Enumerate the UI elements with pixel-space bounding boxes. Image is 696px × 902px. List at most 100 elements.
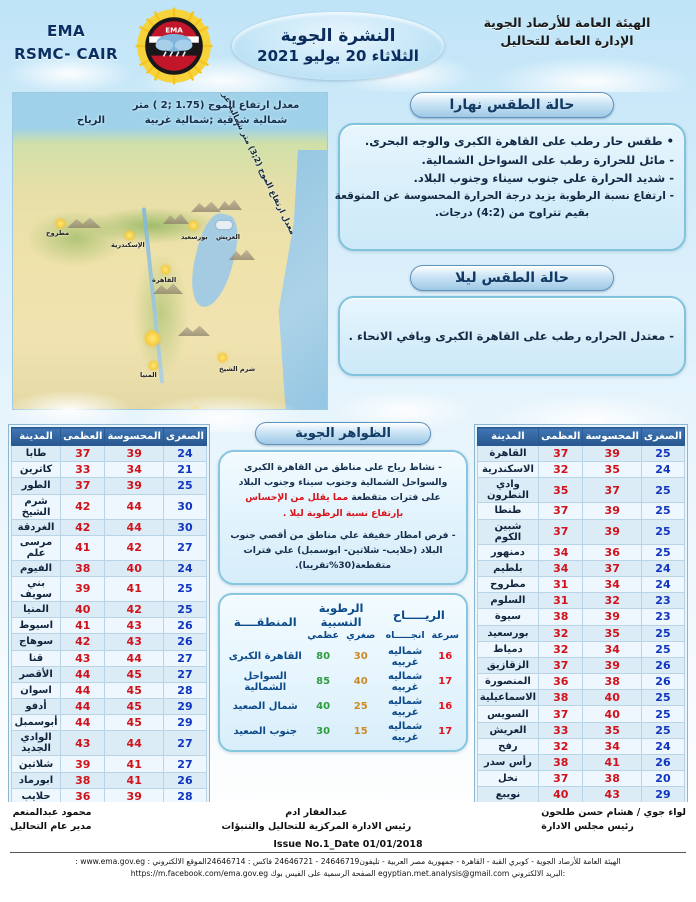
cell-city: شلاتين: [10, 755, 62, 773]
map-nile-river: [141, 207, 165, 384]
table-row: 25 39 37 القاهرة: [476, 444, 686, 463]
cell-city: قنا: [10, 649, 62, 667]
temperature-table-right: الصغرى المحسوسة العظمى المدينة 25 39 37 الق…: [474, 424, 688, 807]
table-row: 26 43 41 اسيوط: [10, 617, 208, 635]
table-header-row: الصغرى المحسوسة العظمى المدينة: [476, 427, 686, 446]
table-header-row: الصغرى المحسوسة العظمى المدينة: [10, 427, 208, 446]
cell-felt: 37: [582, 559, 642, 577]
map-city-arish: العريش: [216, 233, 241, 241]
cell-max: 40: [538, 786, 584, 804]
col-hum-max: عظمي: [307, 630, 339, 642]
ema-logo-icon: EMA: [134, 6, 214, 86]
cell-min: 25: [640, 640, 686, 658]
cell-city: العريش: [476, 721, 540, 739]
cell-city: بلطيم: [476, 559, 540, 577]
cell-max: 39: [60, 575, 106, 602]
cell-min: 27: [162, 534, 208, 561]
table-row: 27 45 44 الأقصر: [10, 665, 208, 683]
map-city-portsaid: بورسعيد: [181, 233, 208, 241]
cell-region: القاهرة الكبرى: [228, 651, 302, 663]
cell-city: الغردقة: [10, 518, 62, 536]
cell-city: ابورماد: [10, 771, 62, 789]
issue-number: Issue No.1_Date 01/01/2018: [273, 838, 423, 850]
col-felt: المحسوسة: [104, 427, 164, 446]
footer-divider: [10, 851, 686, 853]
night-weather-list: - معتدل الحراره رطب على القاهرة الكبرى و…: [349, 327, 674, 346]
night-weather-header: حالة الطقس ليلا: [410, 265, 614, 291]
cell-felt: 44: [104, 518, 164, 536]
table-row: 20 38 37 نخل: [476, 770, 686, 788]
cell-city: الاسكندرية: [476, 461, 540, 479]
cell-felt: 39: [582, 656, 642, 675]
cell-felt: 45: [104, 681, 164, 700]
cell-felt: 34: [582, 737, 642, 756]
cell-felt: 38: [582, 673, 642, 691]
ema-rsmc-label: EMA RSMC- CAIR: [0, 20, 132, 65]
table-row: 29 45 44 أدفو: [10, 698, 208, 716]
cell-max: 37: [538, 444, 584, 463]
table-row: 17 شماليه غربيه 15 30 جنوب الصعيد: [227, 719, 459, 744]
cell-city: المنصورة: [476, 673, 540, 691]
cell-felt: 35: [582, 461, 642, 479]
map-wind-direction-text: شمالية شرقية ;شمالية غربية: [144, 115, 288, 126]
day-weather-box: • طقس حار رطب على القاهرة الكبرى والوجه …: [334, 123, 686, 251]
cell-min: 27: [162, 755, 208, 773]
cell-min: 25: [162, 575, 208, 602]
ema-abbrev: EMA: [47, 22, 85, 40]
table-row: 25 41 39 بني سويف: [10, 575, 208, 602]
phenomena-text: - فرص امطار خفيفة علي مناطق من أقصي جنوب…: [230, 529, 456, 572]
table-row: 24 40 38 الفيوم: [10, 559, 208, 577]
cell-min: 30: [162, 518, 208, 536]
cell-min: 21: [162, 461, 208, 479]
table-row: 16 شماليه غربيه 25 40 شمال الصعيد: [227, 694, 459, 719]
phenomena-column: الظواهر الجوية - نشاط رياح على مناطق من …: [218, 422, 468, 753]
cell-max: 37: [538, 518, 584, 545]
agency-name: الهيئة العامة للأرصاد الجوية الإدارة الع…: [452, 14, 682, 50]
map-wind-title: الرياح: [76, 115, 105, 126]
map-sun-icon: [218, 353, 227, 362]
map-wave-height-label: معدل ارتفاع الموج (1.75 ;2 ) متر شمالية …: [111, 98, 321, 128]
night-weather-box: - معتدل الحراره رطب على القاهرة الكبرى و…: [338, 296, 686, 376]
cell-felt: 40: [582, 689, 642, 707]
cell-max: 42: [60, 493, 106, 520]
cell-wdir: شماليه غربيه: [388, 695, 423, 718]
cell-city: سوهاج: [10, 633, 62, 651]
bulletin-title: النشرة الجوية الثلاثاء 20 يوليو 2021: [232, 12, 444, 80]
cell-min: 27: [162, 730, 208, 757]
bulletin-header: الهيئة العامة للأرصاد الجوية الإدارة الع…: [0, 0, 696, 92]
table-row: 27 44 43 الوادي الجديد: [10, 730, 208, 757]
cell-felt: 44: [104, 730, 164, 757]
cell-max: 35: [538, 477, 584, 504]
cell-felt: 39: [104, 787, 164, 806]
cell-max: 33: [538, 721, 584, 739]
table-row: 26 38 36 المنصورة: [476, 673, 686, 691]
cell-hmax: 85: [316, 676, 331, 688]
cell-min: 24: [640, 575, 686, 594]
col-max: العظمى: [538, 427, 584, 446]
map-sun-icon: [56, 219, 65, 228]
signature-name: محمود عبدالمنعم: [12, 807, 92, 818]
cell-max: 39: [60, 755, 106, 773]
list-item: • طقس حار رطب على القاهرة الكبرى والوجه …: [364, 134, 674, 148]
cell-max: 40: [60, 600, 106, 619]
cell-hmax: 40: [316, 701, 331, 713]
cell-city: بني سويف: [10, 575, 62, 602]
cell-max: 38: [538, 689, 584, 707]
cell-min: 25: [640, 705, 686, 723]
cell-felt: 42: [104, 534, 164, 561]
cell-max: 38: [538, 608, 584, 626]
table-row: 17 شماليه غربيه 40 85 السواحل الشمالية: [227, 669, 459, 694]
cell-felt: 41: [104, 771, 164, 789]
table-row: 21 34 33 كاترين: [10, 461, 208, 479]
cell-felt: 39: [582, 518, 642, 545]
table-row: 26 41 38 رأس سدر: [476, 753, 686, 772]
cell-felt: 44: [104, 649, 164, 667]
signature-title: رئيس الادارة المركزية للتحاليل والتنبؤات: [221, 821, 412, 833]
cell-hmax: 80: [316, 651, 331, 663]
cell-felt: 43: [104, 617, 164, 635]
cell-max: 37: [538, 502, 584, 520]
cell-felt: 39: [104, 444, 164, 463]
signature-name: لواء جوي / هشام حسن طلحون: [541, 807, 686, 818]
list-item: - ارتفاع نسبة الرطوبة يزيد درجة الحرارة …: [334, 189, 674, 202]
cell-wspd: 16: [438, 651, 453, 663]
